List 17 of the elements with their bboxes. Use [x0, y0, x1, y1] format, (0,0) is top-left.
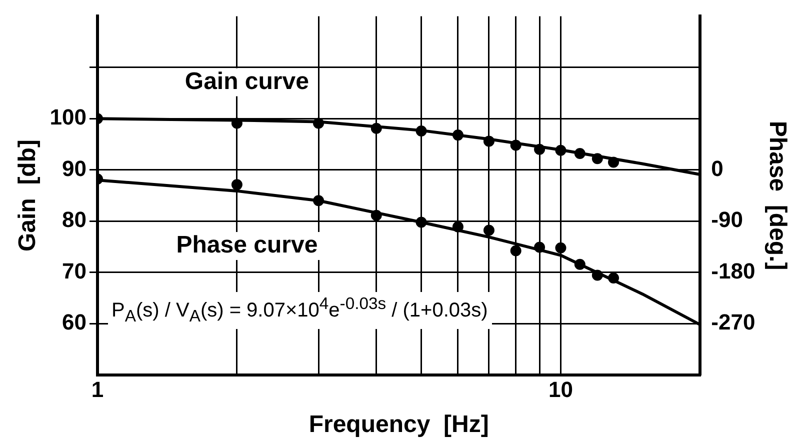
y2-axis-title: Phase [deg.]: [764, 120, 791, 270]
text: P$_{A}$(s) / V$_{A}$(s) = 9.07×10$^{4}$e$^{-0.03s}$ / (1+0.03s): [112, 294, 488, 326]
y-tick-label: 70: [62, 258, 87, 284]
x-tick-label: 1: [91, 377, 104, 402]
y-axis-title: Gain [db]: [14, 140, 42, 252]
y-tick-label: 90: [62, 156, 87, 181]
series-label: Gain curve: [184, 68, 309, 95]
y2-tick-label: 0: [711, 156, 724, 181]
y-tick-label: 60: [62, 310, 87, 335]
y2-tick-label: -90: [711, 207, 743, 232]
y2-tick-label: -180: [711, 258, 756, 284]
y-tick-label: 80: [62, 207, 87, 232]
x-axis-title: Frequency [Hz]: [308, 411, 489, 438]
y-tick-label: 100: [50, 104, 87, 130]
y2-tick-label: -270: [711, 310, 756, 335]
series-label: Phase curve: [176, 232, 318, 259]
x-tick-label: 10: [548, 377, 573, 402]
